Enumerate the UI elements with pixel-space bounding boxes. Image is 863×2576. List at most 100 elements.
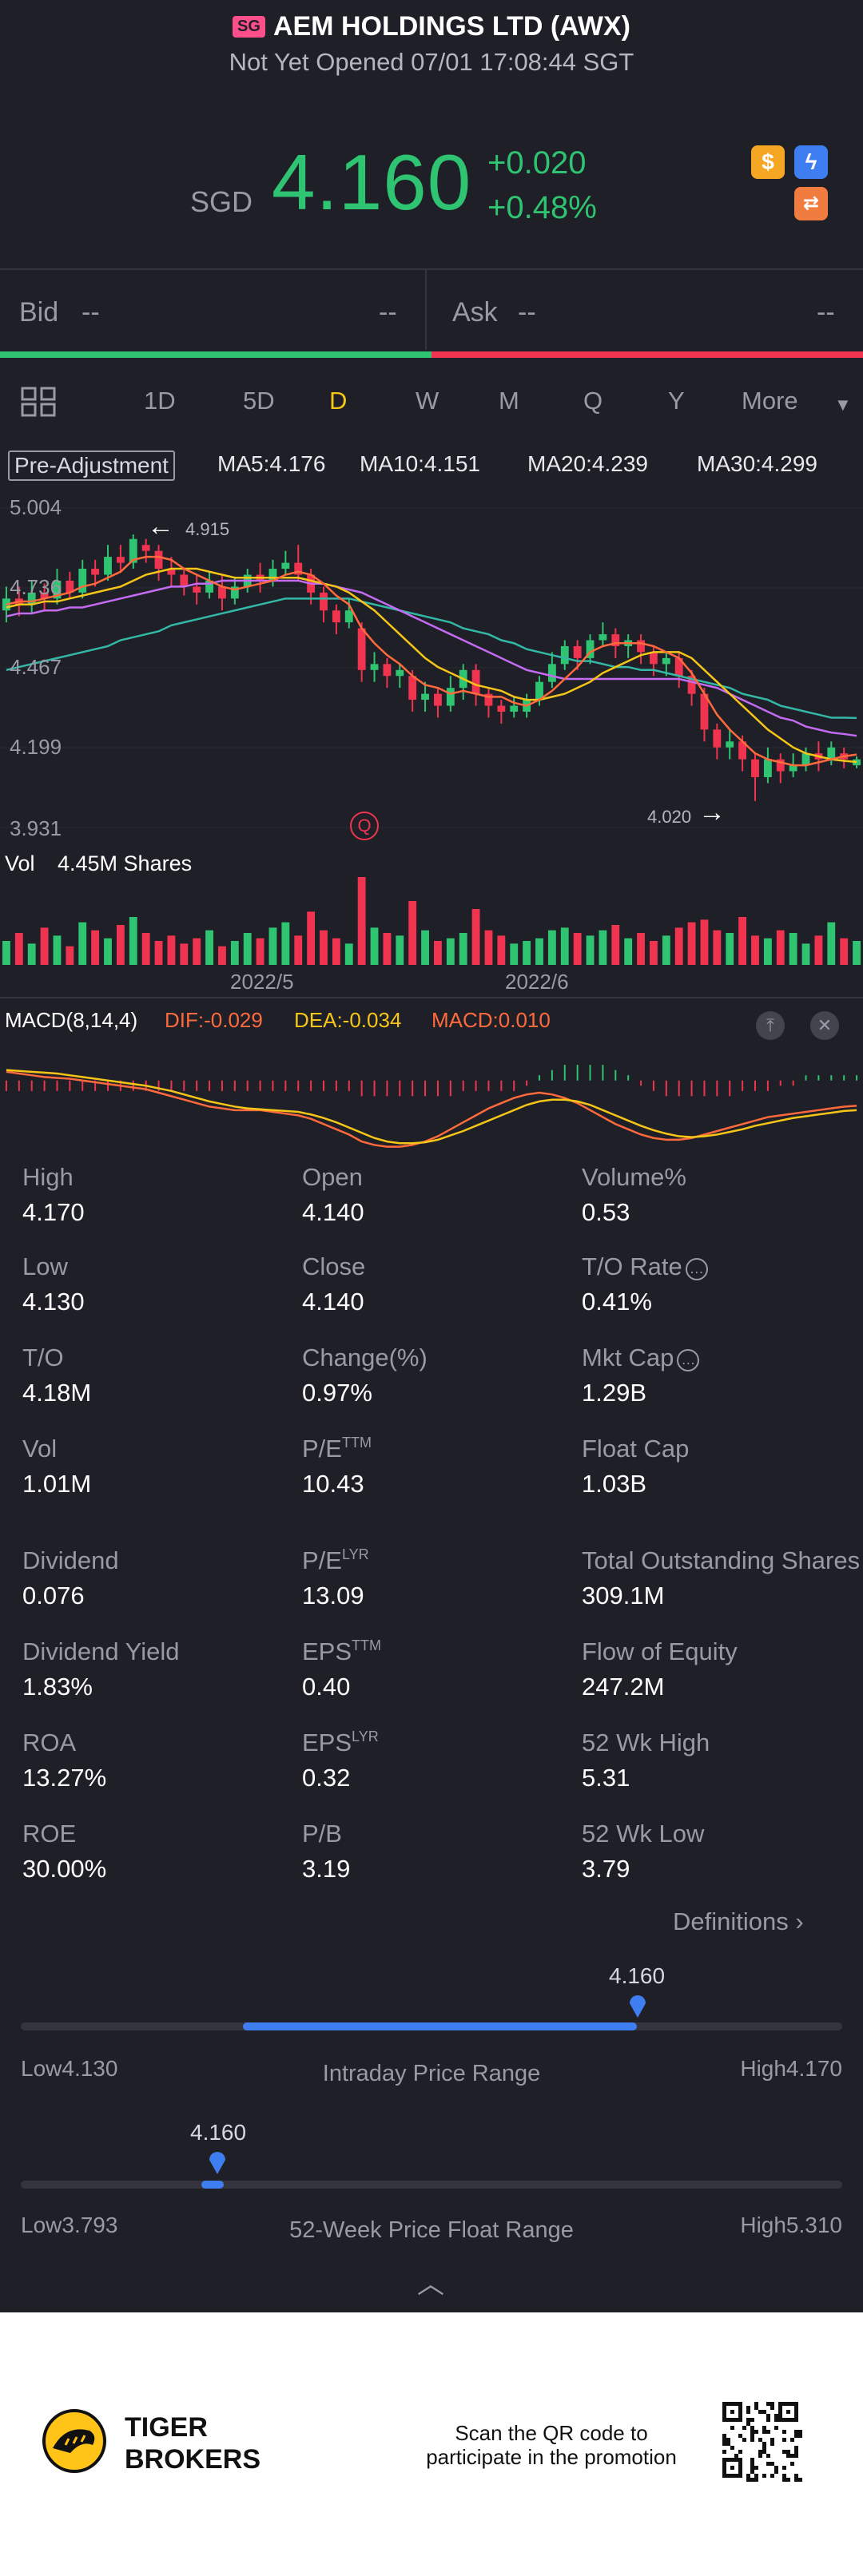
dollar-icon[interactable]: $: [751, 145, 785, 179]
adjust-toggle[interactable]: Pre-Adjustment: [8, 451, 175, 481]
qr-module: [750, 2426, 754, 2430]
stat-label: Low: [22, 1252, 68, 1281]
qr-module: [738, 2458, 742, 2462]
qr-module: [738, 2402, 742, 2406]
stat-value: 0.41%: [582, 1288, 652, 1316]
candle: [396, 669, 404, 677]
volume-bar: [141, 933, 150, 965]
qr-module: [786, 2454, 790, 2458]
qr-module: [738, 2462, 742, 2466]
qr-module: [722, 2406, 726, 2410]
stat-value: 1.83%: [22, 1673, 93, 1701]
candle: [27, 592, 36, 605]
tab-1d[interactable]: 1D: [144, 387, 176, 415]
candle: [853, 759, 861, 766]
ask-bar: [432, 351, 863, 358]
qr-module: [782, 2450, 786, 2454]
chart-layout-icon[interactable]: [21, 387, 58, 423]
stat-value: 0.076: [22, 1582, 85, 1610]
volume-bar: [573, 933, 582, 965]
candle: [344, 610, 353, 623]
qr-module: [754, 2430, 758, 2434]
candle: [599, 634, 607, 641]
candle: [662, 657, 670, 665]
promo-line2: participate in the promotion: [426, 2445, 677, 2469]
tab-m[interactable]: M: [499, 387, 519, 415]
qr-module: [730, 2474, 734, 2478]
chevron-up-icon[interactable]: ︿: [417, 2269, 444, 2300]
qr-module: [778, 2402, 782, 2406]
wk52-high: High5.310: [740, 2213, 842, 2237]
dif-line: [6, 1070, 857, 1148]
qr-module: [778, 2414, 782, 2418]
tab-more[interactable]: More: [742, 387, 798, 415]
stat-value: 247.2M: [582, 1673, 665, 1701]
volume-bar: [116, 925, 125, 965]
pin-top-icon[interactable]: ⤒: [756, 1011, 785, 1040]
ma30-line: [6, 597, 857, 720]
price-chart[interactable]: [0, 479, 863, 990]
stat-label: Total Outstanding Shares: [582, 1546, 860, 1575]
candle: [510, 705, 519, 712]
volume-bar: [396, 935, 404, 965]
stat-label[interactable]: Mkt Cap…: [582, 1344, 700, 1372]
stat-value: 1.29B: [582, 1379, 647, 1407]
ma20-label: MA20:4.239: [527, 451, 648, 476]
dea-line: [6, 1069, 857, 1145]
stat-label-text: P/E: [302, 1435, 342, 1463]
qr-module: [746, 2418, 750, 2422]
chevron-down-icon[interactable]: ▼: [834, 395, 852, 415]
volume-bar: [459, 933, 467, 965]
q-event-marker[interactable]: Q: [350, 812, 379, 840]
tab-y[interactable]: Y: [668, 387, 685, 415]
flash-icon[interactable]: ϟ: [794, 145, 828, 179]
qr-module: [746, 2410, 750, 2414]
volume-bar: [853, 941, 861, 965]
y-tick: 4.736: [10, 575, 62, 599]
bid-size: --: [379, 297, 397, 327]
volume-bar: [789, 933, 797, 965]
volume-bar: [446, 938, 455, 965]
volume-bar: [713, 930, 722, 965]
close-icon[interactable]: ✕: [810, 1011, 839, 1040]
volume-bar: [687, 922, 696, 965]
definitions-link[interactable]: Definitions ›: [673, 1907, 804, 1936]
qr-module: [786, 2410, 790, 2414]
tab-w[interactable]: W: [416, 387, 439, 415]
qr-module: [774, 2414, 778, 2418]
candle: [268, 569, 277, 581]
qr-module: [750, 2470, 754, 2474]
change-percent: +0.48%: [487, 190, 597, 225]
candle: [421, 693, 429, 701]
qr-module: [794, 2430, 798, 2434]
tab-5d[interactable]: 5D: [243, 387, 275, 415]
qr-module: [790, 2418, 794, 2422]
qr-module: [794, 2478, 798, 2482]
qr-module: [766, 2454, 770, 2458]
volume-bar: [256, 938, 264, 965]
bid-ask-divider: [425, 270, 427, 350]
qr-module: [766, 2418, 770, 2422]
info-icon[interactable]: …: [685, 1258, 708, 1280]
candle: [294, 562, 303, 575]
ma5-line: [6, 555, 857, 767]
candle: [230, 586, 239, 599]
tab-d[interactable]: D: [329, 387, 348, 415]
volume-bar: [281, 922, 290, 965]
info-icon[interactable]: …: [677, 1349, 700, 1371]
volume-bar: [763, 938, 772, 965]
divider: [0, 268, 863, 270]
volume-bar: [205, 930, 213, 965]
stat-label: EPSTTM: [302, 1637, 381, 1666]
qr-module: [794, 2418, 798, 2422]
volume-bar: [434, 941, 442, 965]
candle: [193, 586, 201, 593]
qr-module: [794, 2406, 798, 2410]
qr-module: [766, 2414, 770, 2418]
divider: [0, 997, 863, 998]
qr-module: [758, 2410, 762, 2414]
shuffle-icon[interactable]: ⇄: [794, 187, 828, 220]
stat-label[interactable]: T/O Rate…: [582, 1252, 708, 1281]
tab-q[interactable]: Q: [583, 387, 603, 415]
stat-value: 0.53: [582, 1198, 630, 1226]
